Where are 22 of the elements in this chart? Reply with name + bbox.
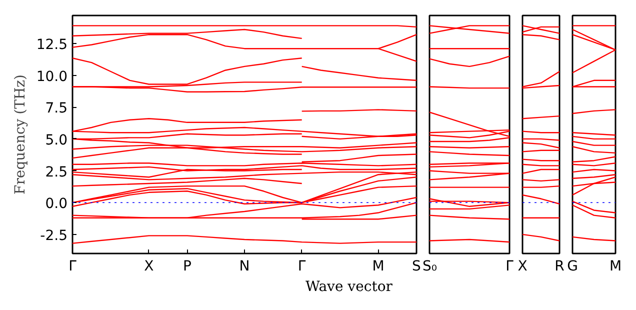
x-tick-label: S — [412, 258, 422, 274]
y-tick-label: -2.5 — [40, 228, 68, 244]
x-tick-label: S₀ — [422, 258, 438, 274]
y-tick-label: 5.0 — [45, 132, 68, 148]
x-tick-label: Γ — [298, 258, 306, 274]
x-tick-label: M — [609, 258, 622, 274]
x-tick-label: Γ — [506, 258, 514, 274]
x-tick-label: X — [518, 258, 528, 274]
y-axis-title: Frequency (THz) — [12, 74, 28, 195]
y-tick-label: 12.5 — [36, 37, 68, 53]
x-tick-label: N — [239, 258, 250, 274]
x-tick-label: M — [372, 258, 384, 274]
x-tick-label: Γ — [68, 258, 77, 274]
y-tick-label: 0.0 — [45, 196, 68, 212]
x-tick-label: X — [144, 258, 154, 274]
x-tick-label: P — [182, 258, 192, 274]
y-tick-label: 2.5 — [45, 164, 68, 180]
x-axis-title: Wave vector — [306, 278, 392, 297]
y-tick-label: 10.0 — [36, 68, 68, 85]
y-tick-label: 7.5 — [45, 100, 68, 117]
x-tick-label: R — [554, 258, 565, 274]
x-tick-label: G — [567, 258, 578, 274]
